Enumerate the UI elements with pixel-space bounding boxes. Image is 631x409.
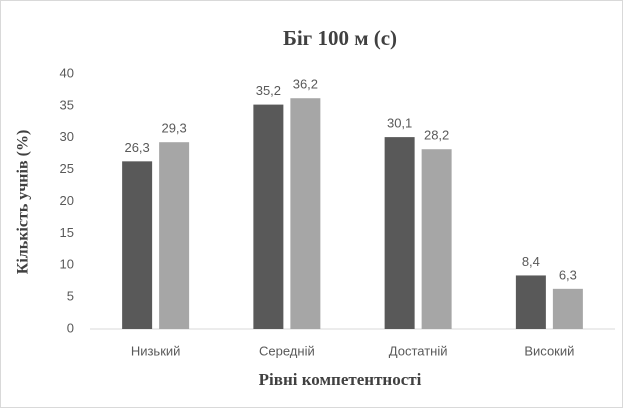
bar [384, 137, 415, 329]
y-tick-label: 35 [60, 97, 74, 112]
x-tick-label: Достатній [389, 343, 448, 358]
data-label: 36,2 [293, 77, 318, 92]
bar [290, 98, 321, 329]
y-tick-label: 5 [67, 289, 74, 304]
x-tick-label: Високий [524, 343, 574, 358]
chart-title: Біг 100 м (с) [283, 26, 397, 50]
y-tick-label: 40 [60, 65, 74, 80]
data-label: 29,3 [161, 121, 186, 136]
data-label: 8,4 [522, 254, 540, 269]
bar [159, 142, 190, 329]
y-tick-label: 25 [60, 161, 74, 176]
bar [421, 149, 452, 329]
x-axis-label: Рівні компетентності [259, 370, 422, 389]
bar [253, 104, 284, 329]
x-tick-label: Середній [259, 343, 315, 358]
data-label: 35,2 [256, 83, 281, 98]
y-tick-label: 10 [60, 257, 74, 272]
y-tick-label: 30 [60, 129, 74, 144]
y-tick-label: 15 [60, 225, 74, 240]
y-tick-label: 0 [67, 320, 74, 335]
y-axis-label: Кількість учнів (%) [15, 130, 32, 275]
data-label: 26,3 [124, 140, 149, 155]
y-tick-label: 20 [60, 193, 74, 208]
bar [552, 288, 583, 329]
bar [515, 275, 546, 329]
bar [122, 161, 153, 329]
data-label: 6,3 [559, 267, 577, 282]
data-label: 28,2 [424, 128, 449, 143]
data-label: 30,1 [387, 116, 412, 131]
x-tick-label: Низький [131, 343, 181, 358]
